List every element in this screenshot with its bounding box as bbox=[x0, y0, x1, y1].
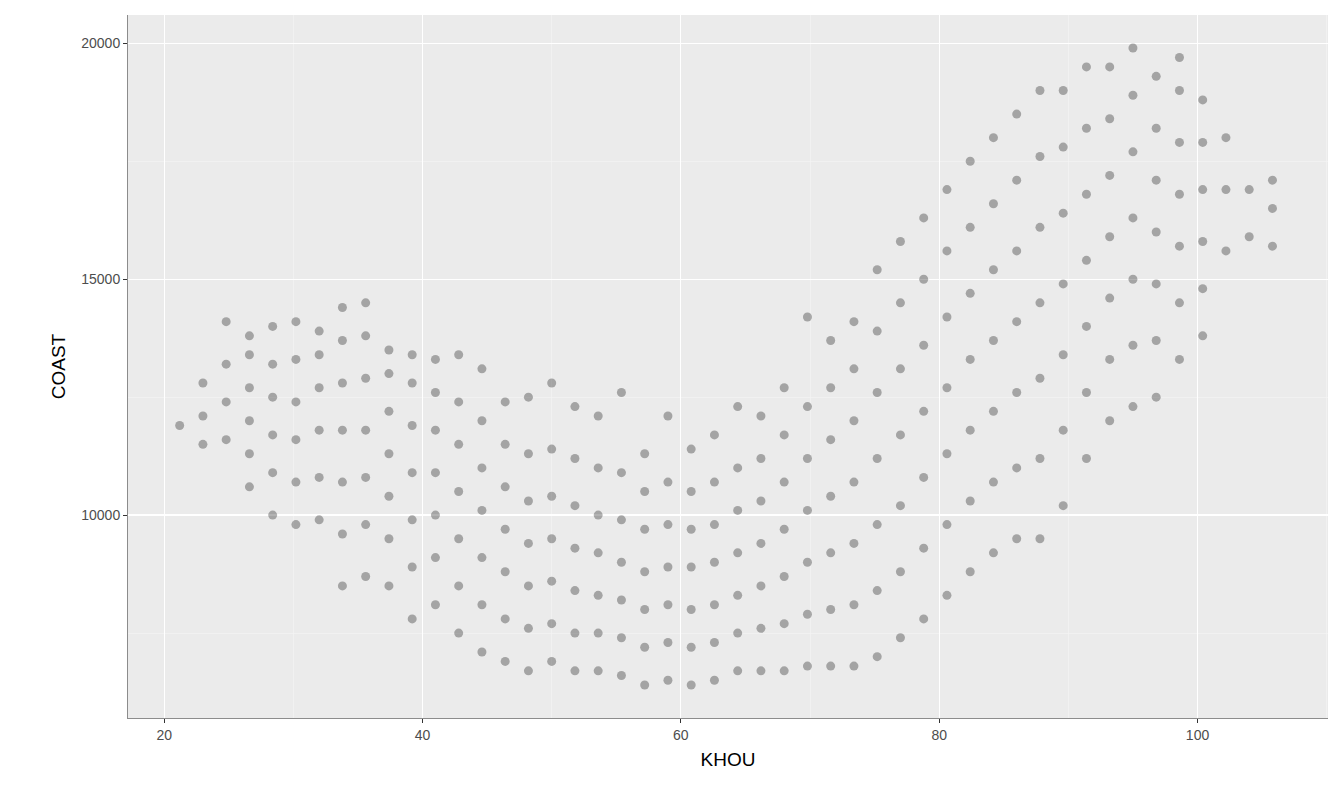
svg-text:60: 60 bbox=[673, 727, 689, 743]
svg-text:20: 20 bbox=[156, 727, 172, 743]
svg-text:100: 100 bbox=[1186, 727, 1210, 743]
svg-text:40: 40 bbox=[415, 727, 431, 743]
svg-text:80: 80 bbox=[931, 727, 947, 743]
svg-text:10000: 10000 bbox=[81, 507, 120, 523]
svg-text:KHOU: KHOU bbox=[701, 749, 756, 770]
svg-text:20000: 20000 bbox=[81, 35, 120, 51]
svg-text:15000: 15000 bbox=[81, 271, 120, 287]
svg-text:COAST: COAST bbox=[48, 333, 69, 399]
